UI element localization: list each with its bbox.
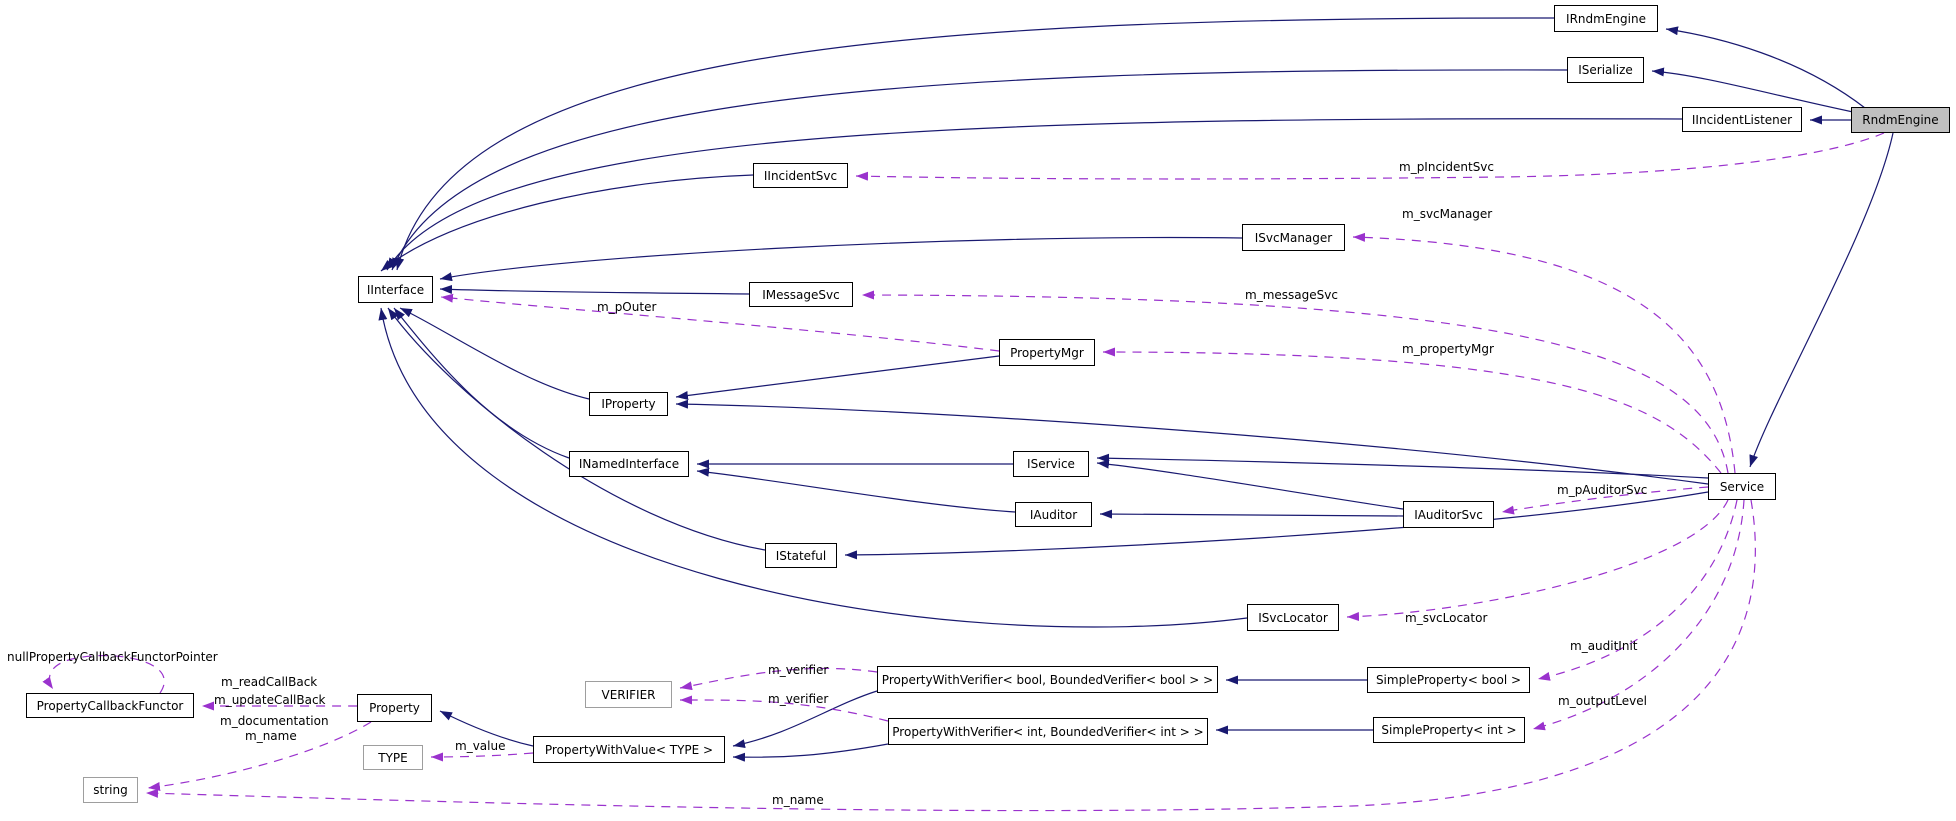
uedge-pwvint-verifier — [679, 695, 889, 722]
edge-propertywithvalue-property — [439, 710, 534, 747]
edge-label-m-messagesvc: m_messageSvc — [1245, 288, 1338, 302]
edge-imessagesvc-iinterface — [439, 284, 750, 295]
node-string: string — [83, 777, 138, 803]
edge-label-null-functor-pointer: nullPropertyCallbackFunctorPointer — [7, 650, 218, 664]
edge-isvclocator-iinterface — [378, 307, 1248, 628]
uedge-propertywithvalue-type — [430, 752, 534, 762]
edge-label-m-pouter: m_pOuter — [597, 300, 657, 314]
edge-inamedinterface-iinterface — [393, 307, 570, 459]
node-propertymgr[interactable]: PropertyMgr — [999, 339, 1095, 366]
edge-label-m-outputlevel: m_outputLevel — [1558, 694, 1647, 708]
edge-iauditor-inamedinterface — [696, 467, 1016, 513]
uedge-service-string — [145, 499, 1756, 812]
uedge-service-isvclocator — [1346, 499, 1729, 622]
node-iserialize[interactable]: ISerialize — [1567, 57, 1644, 83]
edge-iserialize-iinterface — [391, 69, 1568, 271]
edge-label-m-readcallback: m_readCallBack — [221, 675, 318, 689]
edge-pwvbool-propertywithvalue — [732, 690, 878, 749]
uedge-pwvbool-verifier — [679, 667, 878, 691]
node-simpleproperty-bool[interactable]: SimpleProperty< bool > — [1367, 667, 1530, 693]
uedge-service-spint — [1532, 499, 1745, 731]
uedge-service-imessagesvc — [861, 290, 1729, 474]
uedge-service-iauditorsvc — [1501, 486, 1709, 515]
node-iauditor[interactable]: IAuditor — [1015, 502, 1092, 527]
node-irndmengine[interactable]: IRndmEngine — [1554, 5, 1658, 32]
uedge-service-isvcmanager — [1352, 232, 1736, 474]
edge-rndmengine-service — [1749, 132, 1894, 468]
edge-service-istateful — [844, 491, 1709, 560]
node-iincidentsvc[interactable]: IIncidentSvc — [753, 163, 848, 188]
edge-istateful-iinterface — [387, 307, 766, 551]
node-istateful[interactable]: IStateful — [765, 543, 837, 568]
node-inamedinterface[interactable]: INamedInterface — [569, 451, 689, 477]
edge-irndmengine-iinterface — [395, 17, 1555, 271]
edge-label-m-propertymgr: m_propertyMgr — [1402, 342, 1494, 356]
uedge-rndmengine-iincidentsvc — [855, 132, 1885, 181]
uedge-service-propertymgr — [1102, 347, 1722, 474]
node-propertywithverifier-int[interactable]: PropertyWithVerifier< int, BoundedVerifi… — [888, 718, 1208, 745]
edge-iauditorsvc-iauditor — [1099, 509, 1404, 519]
edge-label-m-auditinit: m_auditInit — [1570, 639, 1638, 653]
edge-label-m-name-property: m_name — [245, 729, 297, 743]
edge-iincidentlistener-iinterface — [386, 118, 1683, 271]
edge-rndmengine-irndmengine — [1665, 26, 1866, 109]
edge-label-m-value: m_value — [455, 739, 506, 753]
node-isvclocator[interactable]: ISvcLocator — [1247, 604, 1339, 631]
edge-label-m-pauditorsvc: m_pAuditorSvc — [1557, 483, 1648, 497]
uedge-propertymgr-iinterface — [440, 293, 1000, 352]
edge-label-m-name-service: m_name — [772, 793, 824, 807]
edge-label-m-svcmanager: m_svcManager — [1402, 207, 1493, 221]
uedge-property-string — [147, 721, 372, 791]
node-propertycallbackfunctor[interactable]: PropertyCallbackFunctor — [26, 693, 194, 718]
edge-service-iproperty — [675, 399, 1709, 485]
node-imessagesvc[interactable]: IMessageSvc — [749, 282, 853, 307]
edge-label-m-updatecallback: m_updateCallBack — [214, 693, 326, 707]
node-iincidentlistener[interactable]: IIncidentListener — [1682, 107, 1802, 132]
uedge-propertycallbackfunctor-self — [42, 654, 165, 694]
edge-iproperty-iinterface — [399, 307, 590, 400]
edge-rndmengine-iserialize — [1651, 67, 1854, 113]
node-iauditorsvc[interactable]: IAuditorSvc — [1403, 501, 1494, 528]
edge-propertymgr-iproperty — [675, 355, 1000, 400]
edge-label-m-svclocator: m_svcLocator — [1405, 611, 1488, 625]
node-propertywithverifier-bool[interactable]: PropertyWithVerifier< bool, BoundedVerif… — [877, 666, 1218, 693]
node-verifier: VERIFIER — [585, 681, 672, 708]
edge-isvcmanager-iinterface — [439, 236, 1243, 282]
edge-label-m-pincidentsvc: m_pIncidentSvc — [1399, 160, 1495, 174]
node-iproperty[interactable]: IProperty — [589, 392, 668, 416]
uedge-service-spbool — [1537, 499, 1738, 681]
node-rndmengine: RndmEngine — [1851, 107, 1950, 133]
node-propertywithvalue[interactable]: PropertyWithValue< TYPE > — [533, 736, 725, 763]
node-type: TYPE — [363, 745, 423, 770]
edge-label-m-verifier-int: m_verifier — [768, 692, 829, 706]
node-service[interactable]: Service — [1708, 473, 1776, 500]
node-property[interactable]: Property — [357, 694, 432, 722]
edge-iauditorsvc-iservice — [1096, 459, 1404, 510]
node-iservice[interactable]: IService — [1013, 451, 1089, 477]
edge-pwvint-propertywithvalue — [732, 743, 889, 762]
edge-iincidentsvc-iinterface — [380, 174, 754, 272]
edge-label-m-verifier-bool: m_verifier — [768, 663, 829, 677]
node-isvcmanager[interactable]: ISvcManager — [1242, 224, 1345, 251]
edge-label-m-documentation: m_documentation — [220, 714, 329, 728]
node-simpleproperty-int[interactable]: SimpleProperty< int > — [1373, 717, 1525, 743]
node-iinterface[interactable]: IInterface — [358, 276, 433, 303]
